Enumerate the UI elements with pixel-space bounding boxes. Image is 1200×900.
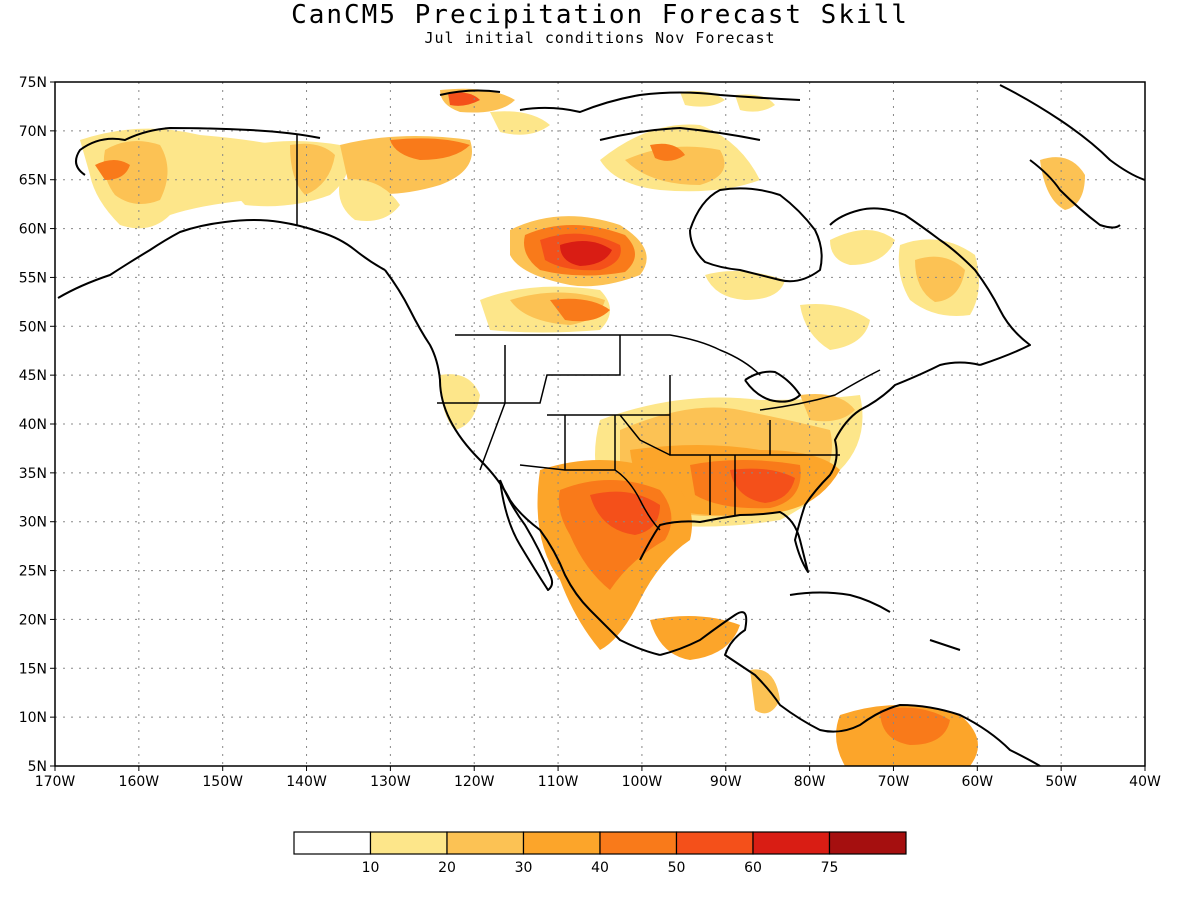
colorbar-label: 10 [362,860,380,876]
latitude-axis: 75N 70N 65N 60N 55N 50N 45N 40N 35N 30N 25N 20N 15N 1… [19,75,55,775]
lon-tick-label: 90W [710,774,742,790]
us-state-lines [437,335,840,515]
lat-tick-label: 15N [19,661,47,677]
baja-california [499,479,554,591]
colorbar-label: 30 [515,860,533,876]
skill-area-labrador-core [915,256,965,302]
lat-tick-label: 50N [19,319,47,335]
skill-area-st-lawrence [800,304,870,350]
colorbar-label: 60 [744,860,762,876]
skill-area-hudson-south [705,271,785,300]
skill-area-great-basin [440,374,480,430]
lat-tick-label: 60N [19,222,47,238]
lon-tick-label: 160W [119,774,160,790]
hudson-bay-coast [689,187,823,283]
skill-area-central-america [750,669,780,714]
longitude-axis: 170W 160W 150W 140W 130W 120W 110W 100W 90W 80W 70… [35,766,1161,790]
lat-tick-label: 75N [19,75,47,91]
lon-tick-label: 50W [1045,774,1077,790]
lon-tick-label: 120W [454,774,495,790]
colorbar-label: 20 [438,860,456,876]
gulf-of-mexico-coast [639,361,1041,766]
colorbar-swatch [293,831,372,855]
lat-tick-label: 45N [19,368,47,384]
skill-area-yukon-core [290,143,335,195]
lat-tick-label: 10N [19,710,47,726]
us-canada-border [455,334,881,411]
lon-tick-label: 80W [794,774,826,790]
lon-tick-label: 60W [961,774,993,790]
skill-area-greenland [1040,157,1085,210]
lat-tick-label: 20N [19,612,47,628]
skill-area-yukon [229,141,348,207]
lat-tick-label: 5N [28,759,47,775]
skill-area-venezuela-core [880,707,950,745]
skill-area-arctic-2 [490,111,550,135]
lon-tick-label: 170W [35,774,76,790]
colorbar-swatch [522,831,601,855]
lon-tick-label: 150W [202,774,243,790]
lat-tick-label: 55N [19,270,47,286]
skill-area-southeast-core [730,468,795,503]
lat-tick-label: 30N [19,515,47,531]
caribbean-islands [789,591,961,651]
skill-area-arctic-1-core [448,92,480,106]
colorbar-label: 40 [591,860,609,876]
coastlines [57,84,1145,766]
chart-title: CanCM5 Precipitation Forecast Skill [291,0,909,30]
lon-tick-label: 130W [370,774,411,790]
skill-area-alaska-core [103,141,168,204]
pacific-northwest-coast [384,269,661,656]
colorbar-swatch [752,831,831,855]
colorbar-swatch [369,831,448,855]
lon-tick-label: 70W [878,774,910,790]
lon-tick-label: 40W [1129,774,1161,790]
lat-tick-label: 25N [19,564,47,580]
skill-area-prairie-max [560,241,612,266]
chart-subtitle: Jul initial conditions Nov Forecast [424,29,776,47]
colorbar-label: 50 [668,860,686,876]
colorbar-swatch [828,831,907,855]
colorbar-label: 75 [821,860,839,876]
skill-area-baffin-hot [650,143,685,161]
skill-area-baffin-core [625,146,725,185]
lon-tick-label: 110W [538,774,579,790]
colorbar-swatch [599,831,678,855]
alaska-coastline [57,127,386,299]
political-boundaries [296,135,881,531]
arctic-islands [439,89,801,141]
skill-area-texas-core [590,491,660,535]
skill-area-saskatchewan-hot [550,298,610,322]
skill-area-quebec [830,230,895,265]
greenland-coast [999,84,1145,229]
lon-tick-label: 100W [622,774,663,790]
us-mexico-border [519,464,661,531]
skill-area-yukon-south [339,179,400,221]
lat-tick-label: 35N [19,466,47,482]
lat-tick-label: 70N [19,124,47,140]
colorbar: 10 20 30 40 50 60 75 [293,831,907,876]
colorbar-swatch [675,831,754,855]
skill-area-alaska-west [95,160,130,180]
skill-shading [80,88,1085,766]
skill-area-nw-canada-core [390,138,470,160]
lat-tick-label: 65N [19,173,47,189]
lat-tick-label: 40N [19,417,47,433]
great-lakes [744,370,801,403]
labrador-quebec-coast [829,207,1031,366]
lon-tick-label: 140W [286,774,327,790]
colorbar-swatch [446,831,525,855]
